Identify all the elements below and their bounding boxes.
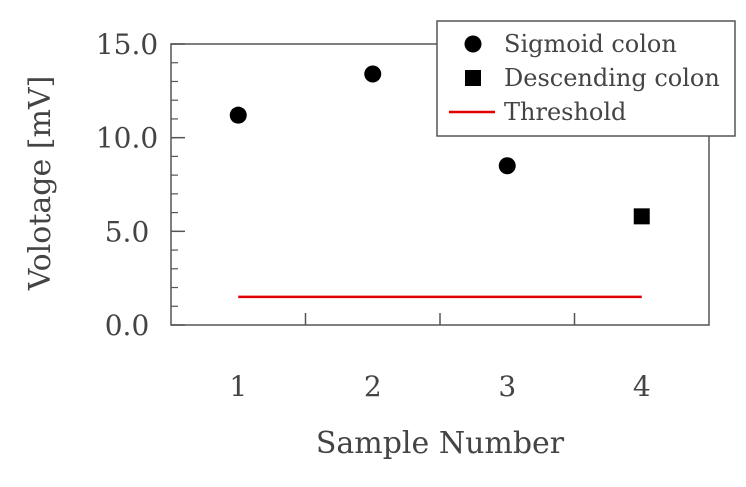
legend-label: Descending colon	[504, 64, 720, 92]
data-marks	[229, 65, 650, 299]
legend-box	[436, 20, 736, 137]
legend-sigmoid-colon-marker	[464, 35, 482, 53]
x-tick-label: 1	[229, 370, 247, 403]
x-tick-label: 2	[364, 370, 382, 403]
sigmoid-colon-point	[229, 106, 247, 124]
descending-colon-point	[633, 208, 650, 225]
y-axis-title: Volotage [mV]	[23, 76, 58, 292]
y-tick-label: 15.0	[96, 28, 158, 61]
y-tick-label: 10.0	[96, 122, 158, 155]
sigmoid-colon-point	[498, 157, 516, 175]
legend-label: Threshold	[504, 98, 626, 126]
legend-descending-colon-marker	[465, 70, 481, 86]
y-tick-label: 5.0	[105, 215, 150, 248]
y-tick-label: 0.0	[105, 309, 150, 342]
x-tick-label: 4	[633, 370, 651, 403]
x-axis-title: Sample Number	[316, 426, 565, 461]
sigmoid-colon-point	[364, 65, 382, 83]
x-tick-label: 3	[498, 370, 516, 403]
axes: 0.0 5.0 10.0 15.0 1 2 3 4	[96, 28, 651, 403]
legend: Sigmoid colon Descending colon Threshold	[436, 20, 736, 137]
legend-label: Sigmoid colon	[504, 30, 677, 58]
